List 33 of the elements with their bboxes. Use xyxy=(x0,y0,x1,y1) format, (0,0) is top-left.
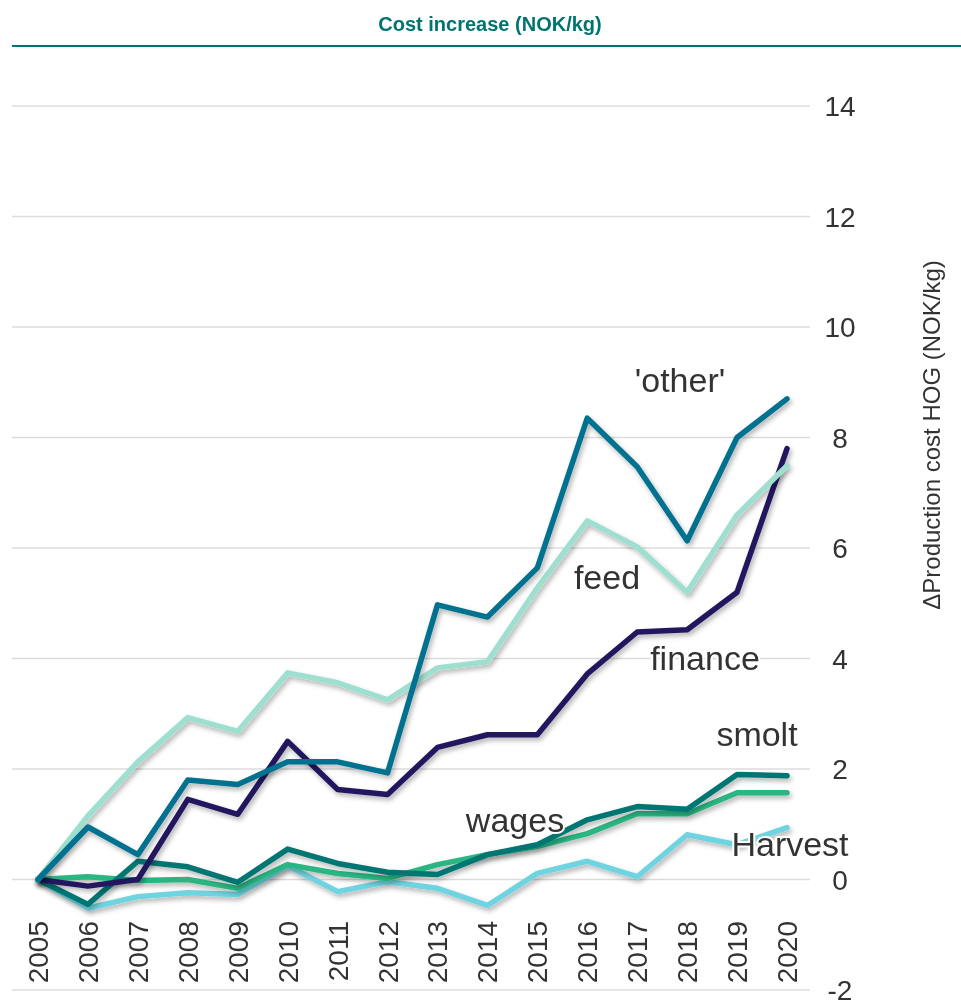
series-label: 'other' xyxy=(634,361,726,399)
chart-title: Cost increase (NOK/kg) xyxy=(378,13,602,35)
x-tick-label: 2013 xyxy=(422,921,454,984)
x-tick-label: 2019 xyxy=(722,921,754,984)
x-tick-label: 2009 xyxy=(222,921,254,984)
x-tick-label: 2014 xyxy=(472,921,504,984)
y-tick-label: 4 xyxy=(832,643,848,675)
x-tick-label: 2015 xyxy=(522,921,554,984)
x-tick-label: 2005 xyxy=(23,921,54,984)
y-tick-label: 14 xyxy=(824,91,856,122)
x-tick-label: 2008 xyxy=(172,921,204,984)
x-tick-label: 2016 xyxy=(572,921,604,984)
y-tick-label: 2 xyxy=(832,754,848,785)
x-tick-label: 2007 xyxy=(122,921,154,984)
x-tick-label: 2020 xyxy=(772,921,803,984)
y-tick-label: 8 xyxy=(832,422,848,454)
y-tick-label: 12 xyxy=(824,201,856,233)
x-tick-label: 2006 xyxy=(72,921,104,984)
series-label: smolt xyxy=(716,715,799,753)
x-tick-label: 2012 xyxy=(372,921,404,984)
y-tick-label: -2 xyxy=(827,975,853,1003)
y-tick-label: 6 xyxy=(832,533,848,564)
x-tick-label: 2017 xyxy=(622,921,654,984)
y-axis-title: ΔProduction cost HOG (NOK/kg) xyxy=(918,260,945,610)
x-tick-label: 2011 xyxy=(322,921,354,982)
x-tick-label: 2010 xyxy=(272,921,304,984)
y-tick-label: 0 xyxy=(832,864,848,896)
y-tick-label: 10 xyxy=(824,312,856,343)
x-tick-label: 2018 xyxy=(672,921,704,984)
series-label: wages xyxy=(464,801,565,839)
series-label: feed xyxy=(573,558,641,596)
series-label: finance xyxy=(650,639,760,677)
series-label: Harvest xyxy=(731,825,850,863)
